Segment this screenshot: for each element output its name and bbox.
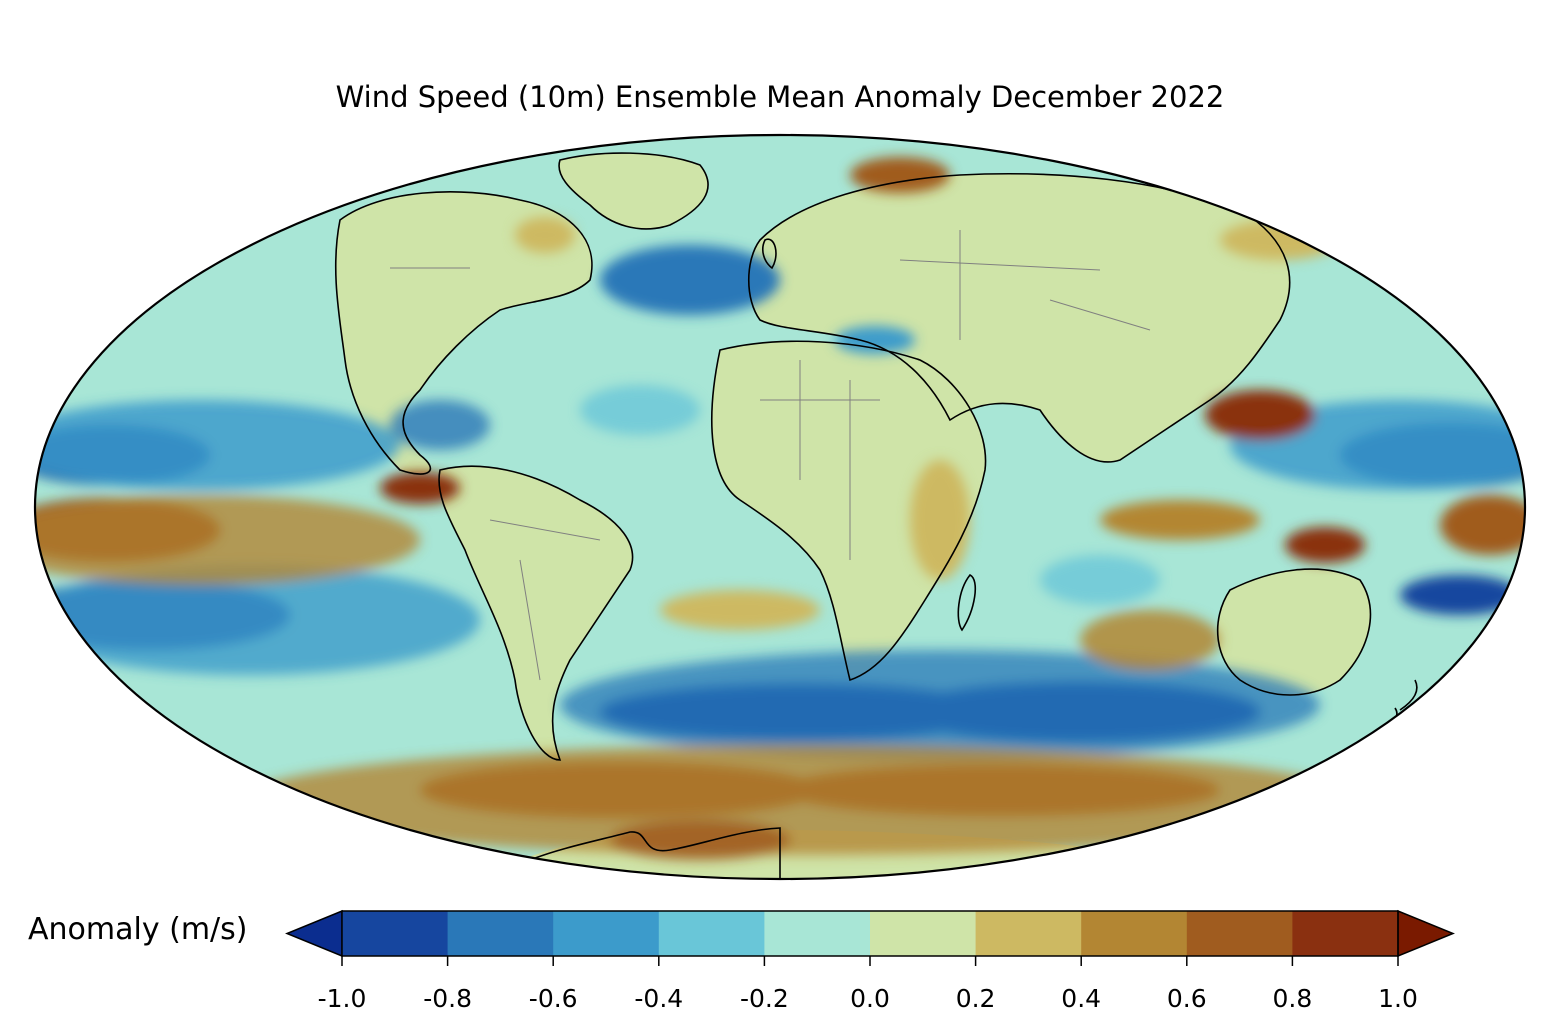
pos-blob-south-indian <box>1080 610 1220 670</box>
colorbar-tick-label: 0.2 <box>955 984 996 1013</box>
colorbar-tick-label: 0.4 <box>1061 984 1102 1013</box>
colorbar-swatch <box>447 911 554 956</box>
neg-blob-caribbean <box>390 400 490 450</box>
colorbar-tick-label: -0.4 <box>634 984 684 1013</box>
madagascar-coast <box>957 573 977 632</box>
neg-blob-mediterranean <box>835 326 915 354</box>
neg-blob-north-atlantic <box>600 245 780 315</box>
neg-blob-south-pacific-ring <box>35 565 480 675</box>
pos-blob-antarctica <box>610 820 790 860</box>
pos-blob-southern-ocean-ring <box>240 745 1360 855</box>
pos-blob-philippine-sea <box>1205 390 1315 440</box>
pos-blob-north-pacific <box>1220 220 1340 260</box>
colorbar-label: Anomaly (m/s) <box>28 912 248 947</box>
neg-blob-mid-atlantic <box>580 385 700 435</box>
south-america-land <box>439 466 633 760</box>
pos-blob-east-edge <box>1440 495 1525 555</box>
colorbar-tick-label: -1.0 <box>317 984 367 1013</box>
antarctica-coast <box>529 827 781 879</box>
colorbar-swatch <box>658 911 765 956</box>
colorbar-swatch <box>1081 911 1188 956</box>
colorbar-swatch <box>764 911 871 956</box>
pos-blob-south-atlantic <box>660 590 820 630</box>
colorbar-tick-label: -0.2 <box>740 984 789 1013</box>
pos-blob-east-africa <box>910 460 970 580</box>
colorbar-tick-label: -0.6 <box>528 984 578 1013</box>
north-america-land <box>335 191 592 475</box>
north-america-coast <box>334 191 593 475</box>
pos-blob-russia-arctic <box>850 157 950 193</box>
neg-blob-tasman <box>1400 575 1520 615</box>
colorbar-tick-label: 0.8 <box>1272 984 1313 1013</box>
country-borders <box>390 230 1151 681</box>
eurasia-land <box>748 173 1290 462</box>
neg-blob-southern-ring <box>560 650 1320 760</box>
colorbar-extend-over <box>1397 909 1455 958</box>
africa-land <box>711 341 986 680</box>
coastlines <box>334 152 1418 879</box>
colorbar-swatch <box>1292 911 1399 956</box>
africa-coast <box>711 340 987 682</box>
pos-blob-new-guinea <box>1285 527 1365 563</box>
globe-outline <box>33 133 1527 881</box>
colorbar-swatch <box>342 911 449 956</box>
border-eurasia-1 <box>899 230 1151 340</box>
pos-blob-panama <box>380 472 460 504</box>
colorbar-tick-label: 1.0 <box>1378 984 1418 1013</box>
colorbar-swatch <box>870 911 977 956</box>
border-africa-1 <box>760 360 880 560</box>
colorbar-swatch <box>975 911 1082 956</box>
neg-blob-indian <box>1040 555 1160 605</box>
colorbar-extend-under <box>285 909 343 958</box>
greenland-coast <box>558 152 709 230</box>
pos-blob-maritime <box>1100 500 1260 540</box>
colorbar-tick-label: 0.6 <box>1166 984 1207 1013</box>
south-america-coast <box>438 465 634 761</box>
border-south-america-1 <box>489 519 601 681</box>
colorbar-swatch <box>1186 911 1293 956</box>
uk-coast <box>762 238 777 270</box>
colorbar <box>285 909 1455 966</box>
neg-blob-west-pacific-ring <box>1230 400 1525 490</box>
anomaly-field <box>35 135 1525 879</box>
map-title: Wind Speed (10m) Ensemble Mean Anomaly D… <box>335 80 1225 114</box>
australia-coast <box>1216 568 1372 696</box>
colorbar-swatch <box>553 911 660 956</box>
australia-land <box>1217 569 1371 695</box>
pos-blob-hudson <box>515 217 575 253</box>
colorbar-tick-label: -0.8 <box>423 984 472 1013</box>
pos-blob-equatorial-pacific-ring <box>35 495 420 585</box>
eurasia-coast <box>747 172 1291 463</box>
anomaly-contours <box>35 157 1525 860</box>
colorbar-tick-label: 0.0 <box>850 984 890 1013</box>
neg-blob-east-pacific-ring <box>35 400 400 490</box>
